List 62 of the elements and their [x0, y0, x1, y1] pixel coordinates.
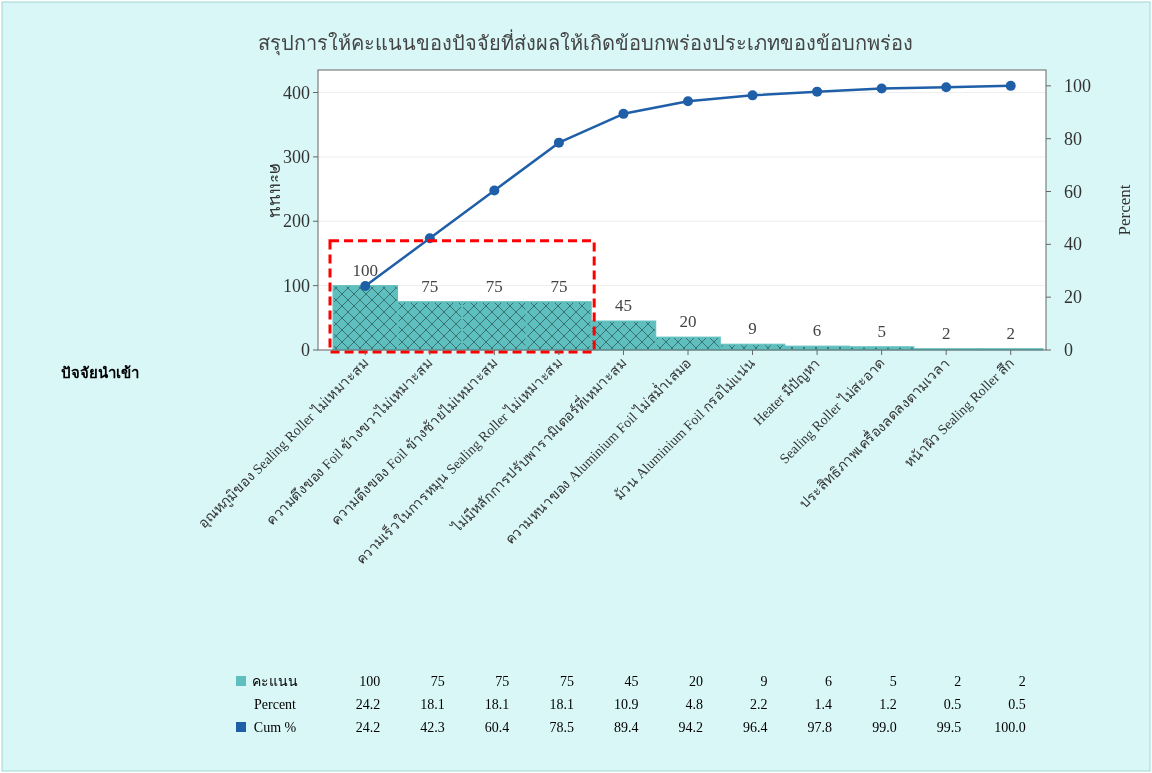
text: 75 — [485, 276, 503, 296]
legend-label: Cum % — [253, 720, 297, 735]
y2-tick-label: 60 — [1064, 181, 1082, 202]
data-label: 24.2 — [355, 720, 381, 735]
text: 6 — [812, 321, 822, 341]
text: 20 — [679, 312, 697, 332]
data-label: 20 — [689, 674, 703, 689]
y-tick-label: 100 — [283, 275, 310, 296]
legend-label: คะแนน — [252, 674, 298, 689]
text: 24.2 — [355, 697, 381, 712]
data-label: 94.2 — [678, 720, 703, 735]
data-label: 5 — [889, 674, 897, 689]
y-tick-label: 400 — [283, 82, 310, 103]
y2-tick-label: 0 — [1064, 340, 1073, 360]
data-label: 78.5 — [549, 720, 574, 735]
data-label: 75 — [495, 674, 510, 689]
data-label: 2 — [1018, 674, 1026, 689]
data-label: 89.4 — [613, 720, 639, 735]
data-label: 2 — [954, 674, 962, 689]
data-label: 75 — [430, 674, 445, 689]
data-label: 45 — [624, 674, 639, 689]
text: 0.5 — [943, 697, 962, 712]
y2-tick-label: 80 — [1064, 128, 1082, 149]
text: 18.1 — [484, 697, 510, 712]
text: 45 — [614, 296, 632, 316]
text: 18.1 — [420, 697, 445, 712]
text: 18.1 — [549, 697, 574, 712]
text: 75 — [550, 276, 568, 296]
data-label: 100.0 — [994, 720, 1026, 735]
y2-axis-title: Percent — [1115, 184, 1134, 236]
y-axis-title: คะแนน — [266, 162, 285, 218]
y-tick-label: 300 — [283, 146, 310, 167]
y2-tick-label: 100 — [1064, 75, 1091, 96]
data-label: 100 — [359, 674, 381, 689]
chart-title: สรุปการให้คะแนนของปัจจัยที่ส่งผลให้เกิดข้อบกพร่องประเภทของข้อบกพร่อง — [257, 29, 913, 56]
text: 2.2 — [750, 697, 768, 712]
data-label: 9 — [760, 674, 768, 689]
x-axis-title: ปัจจัยนำเข้า — [61, 365, 139, 381]
data-label: 6 — [825, 674, 833, 689]
text: 2 — [1006, 323, 1015, 343]
data-label: 96.4 — [743, 720, 768, 735]
y2-tick-label: 40 — [1064, 234, 1082, 255]
data-label: 99.5 — [936, 720, 962, 735]
text: 1.2 — [879, 697, 897, 712]
text: 4.8 — [685, 697, 703, 712]
y2-tick-label: 20 — [1064, 287, 1082, 308]
data-label: 75 — [559, 674, 574, 689]
text: 100 — [352, 260, 379, 280]
data-label: 42.3 — [420, 720, 445, 735]
data-label: 97.8 — [807, 720, 833, 735]
text: 5 — [877, 321, 886, 341]
text: 9 — [748, 319, 757, 339]
text: Percent — [254, 697, 297, 712]
text: 75 — [421, 276, 439, 296]
data-label: 60.4 — [484, 720, 510, 735]
data-label: 99.0 — [872, 720, 897, 735]
text: 10.9 — [613, 697, 639, 712]
y-tick-label: 0 — [301, 340, 310, 360]
text: 2 — [941, 323, 951, 343]
text: 0.5 — [1008, 697, 1026, 712]
y-tick-label: 200 — [283, 211, 310, 232]
text: 1.4 — [814, 697, 833, 712]
